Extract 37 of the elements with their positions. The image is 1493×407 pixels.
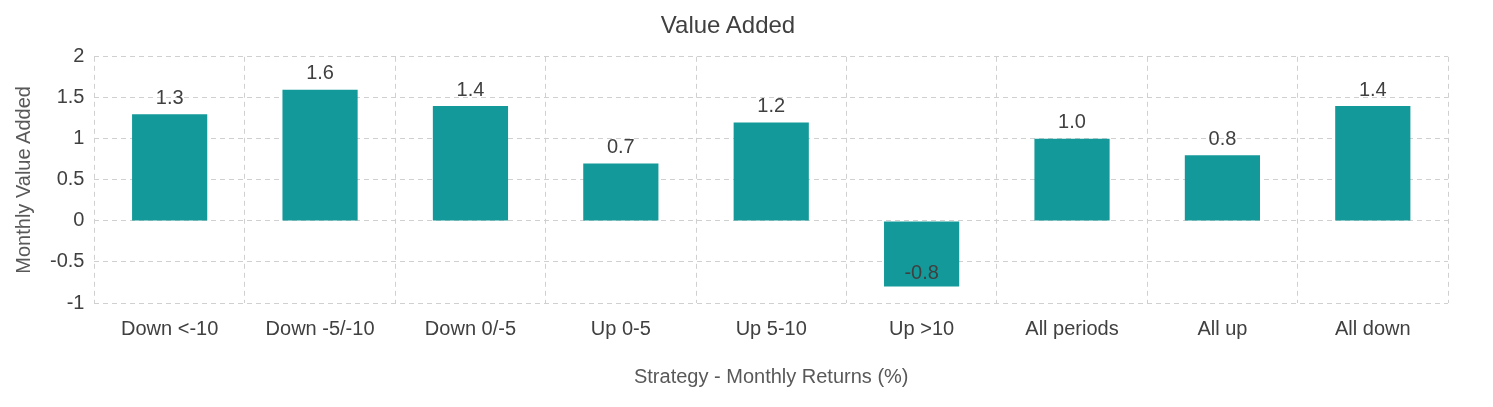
x-axis-title: Strategy - Monthly Returns (%): [633, 364, 909, 387]
data-label: 1.4: [1358, 77, 1387, 100]
data-label: -0.8: [904, 261, 939, 284]
x-tick-label: Down -5/-10: [265, 316, 375, 339]
y-tick-label: -1: [66, 290, 85, 313]
y-tick-label: -0.5: [49, 249, 85, 272]
data-label: 1.6: [306, 61, 334, 84]
bar: [1184, 155, 1261, 221]
y-tick-label: 1.5: [56, 85, 85, 108]
data-label: 1.4: [456, 77, 485, 100]
data-label: 0.8: [1208, 126, 1237, 149]
data-label: 1.2: [757, 93, 786, 116]
x-tick-label: Up >10: [889, 316, 955, 339]
bar: [282, 89, 358, 221]
y-tick-label: 2: [73, 44, 85, 67]
chart-title: Value Added: [660, 11, 796, 39]
bar: [1335, 106, 1411, 221]
x-tick-label: Up 0-5: [590, 316, 651, 339]
y-axis-title: Monthly Value Added: [11, 86, 34, 274]
bar: [132, 114, 208, 221]
data-label: 1.3: [155, 85, 184, 108]
x-tick-label: Down 0/-5: [424, 316, 517, 339]
y-tick-label: 1: [73, 126, 85, 149]
data-label: 1.0: [1058, 110, 1086, 133]
x-tick-label: All periods: [1025, 316, 1119, 339]
x-tick-label: Up 5-10: [735, 316, 807, 339]
data-label: 0.7: [606, 135, 635, 157]
bar: [1034, 138, 1110, 221]
y-tick-label: 0: [73, 208, 85, 231]
bar: [432, 106, 509, 221]
y-tick-label: 0.5: [56, 167, 85, 190]
x-tick-label: Down <-10: [121, 316, 219, 339]
bar: [884, 221, 960, 287]
bar: [583, 163, 659, 221]
bar: [733, 122, 809, 221]
x-tick-label: All down: [1335, 316, 1411, 339]
x-tick-label: All up: [1197, 316, 1248, 339]
